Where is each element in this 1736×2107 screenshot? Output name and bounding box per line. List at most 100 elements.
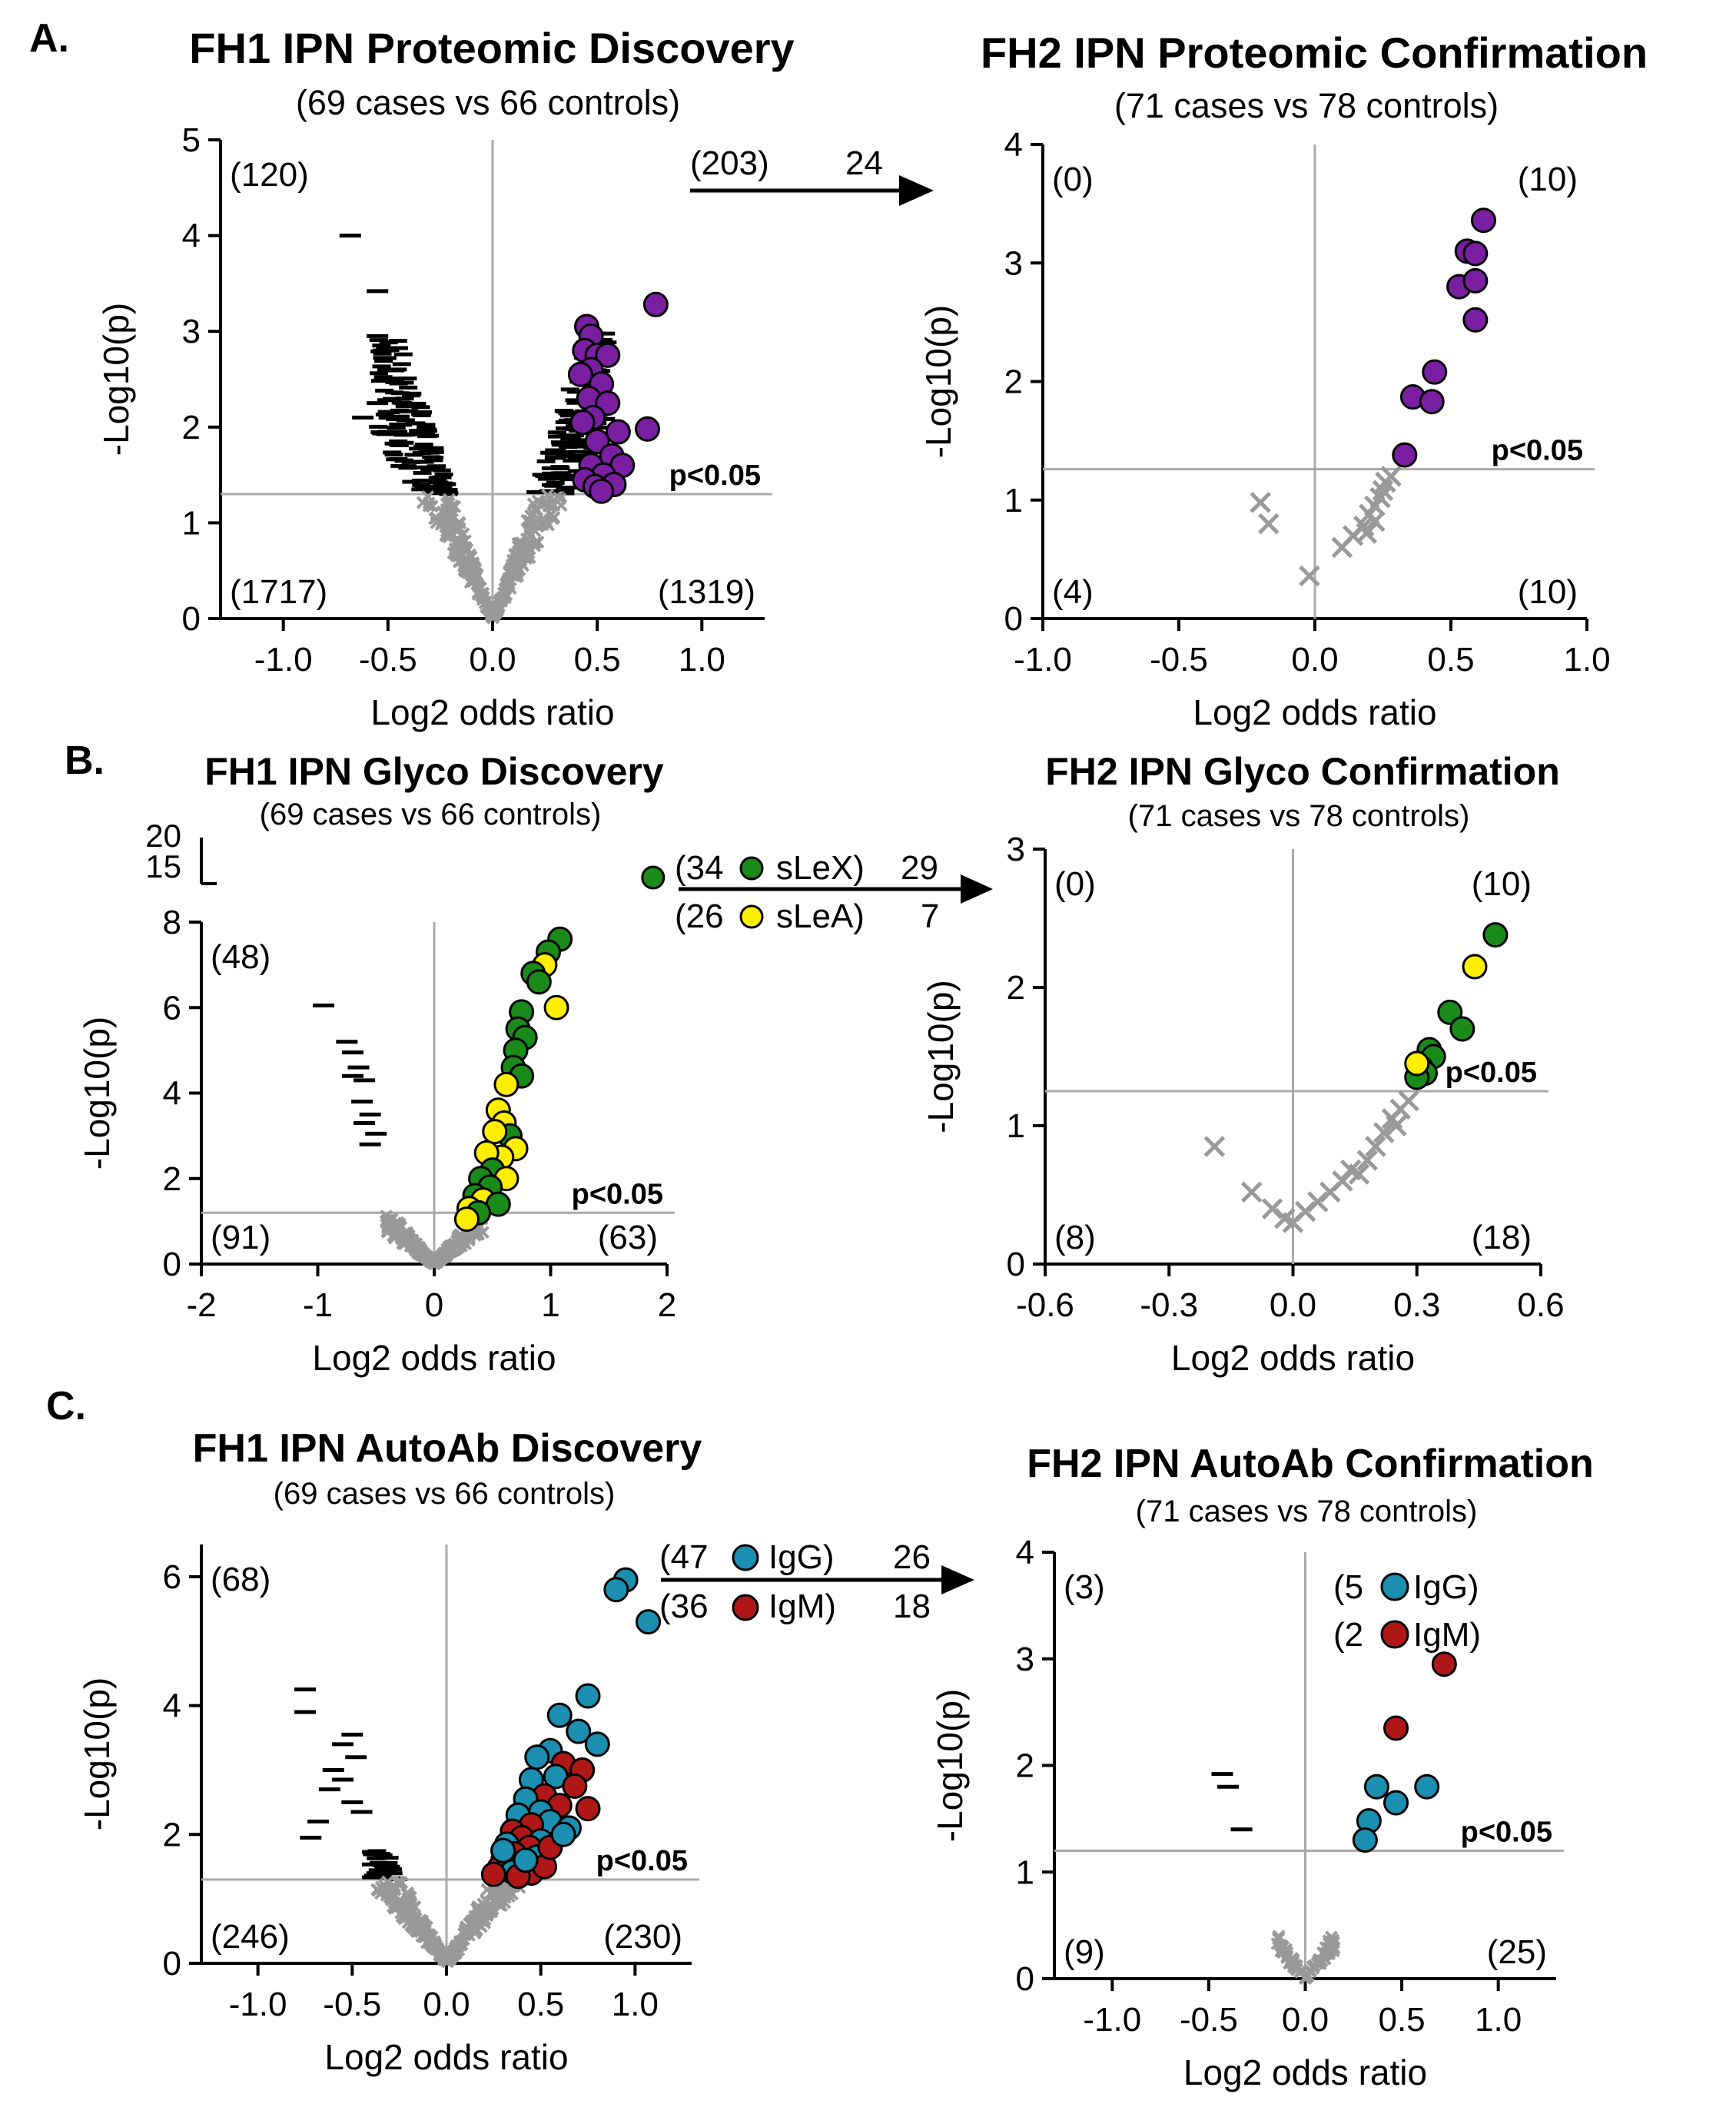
significance-label: p<0.05: [1446, 1057, 1537, 1089]
arrow-a: [690, 175, 934, 206]
highlight-point-green: [526, 969, 552, 995]
chart-subtitle-c1: (69 cases vs 66 controls): [273, 1477, 616, 1511]
highlight-point-purple: [569, 410, 596, 436]
x-tick-label: 0.5: [517, 1986, 564, 2023]
significance-label: p<0.05: [572, 1178, 663, 1210]
y-tick-label: 2: [1007, 969, 1025, 1007]
x-tick-label: 0.3: [1393, 1286, 1440, 1324]
grey-point: [1272, 1929, 1286, 1943]
chart-title-b2: FH2 IPN Glyco Confirmation: [1045, 750, 1560, 793]
grey-point: [485, 610, 499, 623]
x-tick-label: 0: [425, 1286, 443, 1324]
x-tick-label: 0.0: [469, 641, 516, 679]
grey-cross-point: [1364, 510, 1386, 533]
grey-point: [421, 489, 435, 503]
grey-point: [476, 592, 490, 606]
highlight-point-purple: [589, 478, 615, 504]
panel-letter-c: C.: [46, 1384, 86, 1428]
grey-point: [459, 540, 473, 554]
grey-point: [443, 509, 457, 523]
y-tick-label: 0: [163, 1945, 181, 1983]
y-axis-label: -Log10(p): [96, 303, 136, 456]
grey-point: [388, 1880, 402, 1893]
grey-point: [499, 577, 513, 591]
grey-point: [1301, 1969, 1315, 1982]
y-tick-label: 1: [1007, 1107, 1025, 1145]
count-upper-left: (68): [211, 1561, 271, 1598]
y-tick-label: 1: [1016, 1853, 1034, 1891]
chart-title-b1: FH1 IPN Glyco Discovery: [204, 750, 664, 793]
grey-point: [454, 547, 468, 561]
highlight-point-blue: [636, 1609, 662, 1635]
y-tick-label: 0: [182, 600, 201, 638]
arrow-b: [679, 856, 993, 929]
x-tick-label: -1.0: [229, 1986, 287, 2023]
highlight-point-blue: [546, 1702, 573, 1728]
highlight-point-yellow: [493, 1071, 519, 1097]
legend-marker: [1380, 1572, 1409, 1601]
x-axis-label: Log2 odds ratio: [370, 692, 614, 732]
chart-c1: 0 2 4 6 -1.0 -0.5 0.0 0.5 1.0 Log2 odds ratio -Log…: [77, 1545, 699, 2077]
count-lower-right: (230): [603, 1918, 682, 1956]
highlight-point-blue: [513, 1847, 539, 1873]
highlight-point-purple: [567, 361, 593, 387]
chart-b1: 0 2 4 6 8 -2 -1 0 1 2 Log2 odds ratio -Log10(p) 2015…: [77, 818, 676, 1378]
grey-point: [471, 1912, 484, 1925]
grey-point: [456, 1233, 470, 1246]
x-tick-label: -0.3: [1140, 1286, 1198, 1324]
highlight-point-red: [562, 1773, 588, 1799]
grey-point: [1290, 1963, 1303, 1976]
arrow-b-row2-right: 7: [921, 898, 940, 935]
count-lower-left: (9): [1064, 1933, 1105, 1971]
chart-subtitle-c2: (71 cases vs 78 controls): [1135, 1495, 1478, 1528]
highlight-point-red: [480, 1861, 506, 1887]
grey-point: [522, 551, 536, 564]
count-upper-left: (48): [211, 938, 271, 976]
significance-label: p<0.05: [596, 1845, 688, 1877]
y-tick-label: 4: [1004, 126, 1023, 164]
grey-point: [1316, 1946, 1329, 1959]
highlight-point-blue: [603, 1577, 629, 1603]
grey-point: [450, 1939, 463, 1953]
grey-point: [427, 1941, 440, 1954]
grey-point: [400, 1226, 414, 1239]
x-tick-label: -2: [186, 1286, 216, 1324]
grey-point: [540, 516, 554, 529]
grey-point: [524, 509, 537, 523]
grey-point: [474, 1920, 488, 1933]
y-tick-label: 3: [182, 313, 201, 350]
count-lower-left: (246): [211, 1918, 290, 1956]
legend-label: IgM): [1413, 1616, 1481, 1654]
grey-point: [413, 1913, 427, 1927]
arrow-c-row2-label: IgM): [768, 1588, 836, 1625]
legend-count: (5: [1333, 1568, 1363, 1606]
x-tick-label: 0.5: [1378, 2001, 1425, 2039]
y-tick-label: 4: [163, 1687, 181, 1725]
chart-a1: 0 1 2 3 4 5 -1.0 -0.5 0.0 0.5 1.0 Log2 odds ratio -L…: [96, 121, 772, 732]
legend-count: (2: [1333, 1616, 1363, 1654]
highlight-point-yellow: [1462, 954, 1488, 980]
y-axis-label: -Log10(p): [918, 305, 958, 458]
count-upper-right: (10): [1472, 865, 1532, 903]
count-lower-left: (1717): [230, 573, 327, 611]
highlight-point-blue: [1383, 1790, 1409, 1816]
grey-cross-point: [1380, 466, 1402, 487]
grey-point: [511, 536, 525, 550]
grey-point: [544, 499, 558, 513]
highlight-point-red: [1383, 1715, 1409, 1741]
count-lower-right: (1319): [658, 573, 755, 611]
chart-subtitle-a2: (71 cases vs 78 controls): [1114, 86, 1499, 125]
x-tick-label: -0.5: [359, 641, 417, 679]
y-tick-label: 0: [1016, 1960, 1034, 1998]
highlight-point-purple: [642, 291, 669, 317]
grey-point: [423, 1255, 437, 1269]
legend-marker: [1380, 1620, 1409, 1649]
highlight-point-yellow: [453, 1206, 480, 1233]
grey-point: [399, 1897, 413, 1910]
y-axis-label: -Log10(p): [77, 1017, 117, 1170]
count-lower-left: (91): [211, 1219, 271, 1256]
grey-point: [380, 1875, 394, 1889]
arrow-b-green-marker: [739, 856, 764, 881]
chart-b2: 0 1 2 3 -0.6 -0.3 0.0 0.3 0.6 Log2 odds ratio -Log…: [921, 831, 1565, 1378]
